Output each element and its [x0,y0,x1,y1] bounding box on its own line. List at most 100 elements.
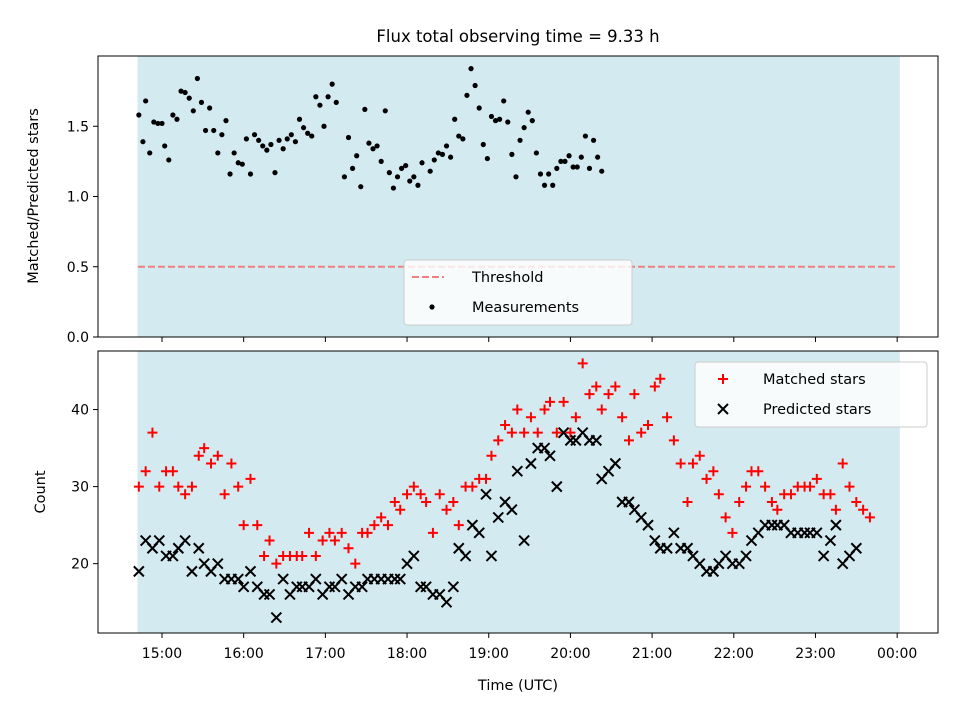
measurement-point [546,171,552,177]
matched-star-point [766,497,777,508]
matched-star-point [238,520,249,531]
ratio-panel: 0.0 0.5 1.0 1.5 Threshold Measurements [67,55,939,346]
legend-label: Measurements [472,300,579,316]
predicted-star-point [824,534,837,547]
measurement-point [136,112,142,118]
predicted-star-point [394,573,406,585]
x-tick-label: 16:00 [223,646,263,662]
measurement-point [300,125,307,131]
predicted-star-point [590,434,602,447]
measurement-point [333,99,339,105]
matched-star-point [376,512,387,523]
matched-star-point [591,381,602,392]
measurement-point [140,139,146,145]
measurement-point [439,151,446,157]
measurement-point [143,98,149,104]
predicted-star-point [544,450,556,462]
matched-star-point [655,373,666,384]
matched-star-point [544,396,555,407]
matched-star-point [395,504,406,515]
measurement-point [394,174,401,180]
matched-star-point [506,427,517,438]
matched-star-point [772,504,783,515]
top-y-axis-label: Matched/Predicted stars [26,108,42,284]
measurement-point [586,165,593,171]
measurement-point [443,143,450,149]
measurement-point [186,95,192,101]
measurement-point [362,106,368,112]
matched-star-point [610,381,621,392]
matched-star-point [643,419,654,430]
matched-star-point [668,435,679,446]
x-tick-label: 21:00 [632,646,672,662]
measurement-point [574,164,580,170]
measurement-point [521,125,527,131]
measurement-point [288,132,294,138]
measurement-point [476,105,482,111]
matched-star-point [421,497,432,508]
measurement-point [202,127,209,134]
measurement-point [280,146,286,152]
measurement-point [345,134,352,141]
y-tick-label: 0.0 [67,330,89,346]
measurement-point [178,88,184,94]
predicted-star-point [551,480,563,493]
measurement-point [599,168,605,174]
matched-star-point [675,458,686,469]
measurement-point [198,99,205,105]
matched-star-point [500,419,511,430]
x-axis-label: Time (UTC) [477,678,558,694]
measurement-point [562,158,568,164]
matched-star-point [304,527,315,538]
measurement-point [492,118,499,124]
matched-star-point [140,466,151,477]
measurement-point [427,168,433,174]
matched-star-point [785,489,796,500]
measurement-point [366,140,372,146]
measurement-point [190,108,196,114]
predicted-star-point [649,534,661,547]
matched-star-point [193,450,204,461]
predicted-star-point [440,596,453,608]
measurement-point [407,178,413,184]
matched-star-point [297,550,308,561]
measurement-point [162,143,168,149]
matched-star-point [532,427,543,438]
matched-star-point [427,527,438,538]
x-tick-label: 00:00 [877,646,917,662]
measurement-point [227,171,233,177]
measurement-point [403,162,409,169]
measurement-point [529,118,535,124]
matched-star-point [408,481,419,492]
measurement-point [550,182,556,188]
matched-star-point [713,489,724,500]
matched-star-point [453,520,464,531]
measurement-point [215,150,221,156]
x-tick-label: 15:00 [142,646,182,662]
measurement-point [321,123,327,129]
predicted-star-point [270,611,283,624]
x-tick-label: 22:00 [714,646,754,662]
matched-star-point [623,435,634,446]
x-tick-label: 19:00 [469,646,509,662]
predicted-star-point [492,511,504,524]
predicted-star-point [538,442,551,454]
predicted-star-point [681,542,694,554]
legend-label: Matched stars [763,372,866,388]
legend-box [403,259,633,326]
measurement-point [448,154,454,160]
measurement-point [484,155,490,162]
measurement-point [159,120,165,127]
measurement-point [468,66,474,72]
matched-star-point [519,427,530,438]
measurement-point [480,141,486,148]
predicted-star-point [485,550,498,562]
measurement-point [537,171,544,177]
measurement-point [174,116,180,122]
matched-star-point [662,412,673,423]
matched-star-point [219,489,230,500]
measurement-point [313,94,319,100]
measurement-point [292,139,299,145]
matched-star-point [317,535,328,546]
y-tick-label: 1.5 [67,119,89,135]
